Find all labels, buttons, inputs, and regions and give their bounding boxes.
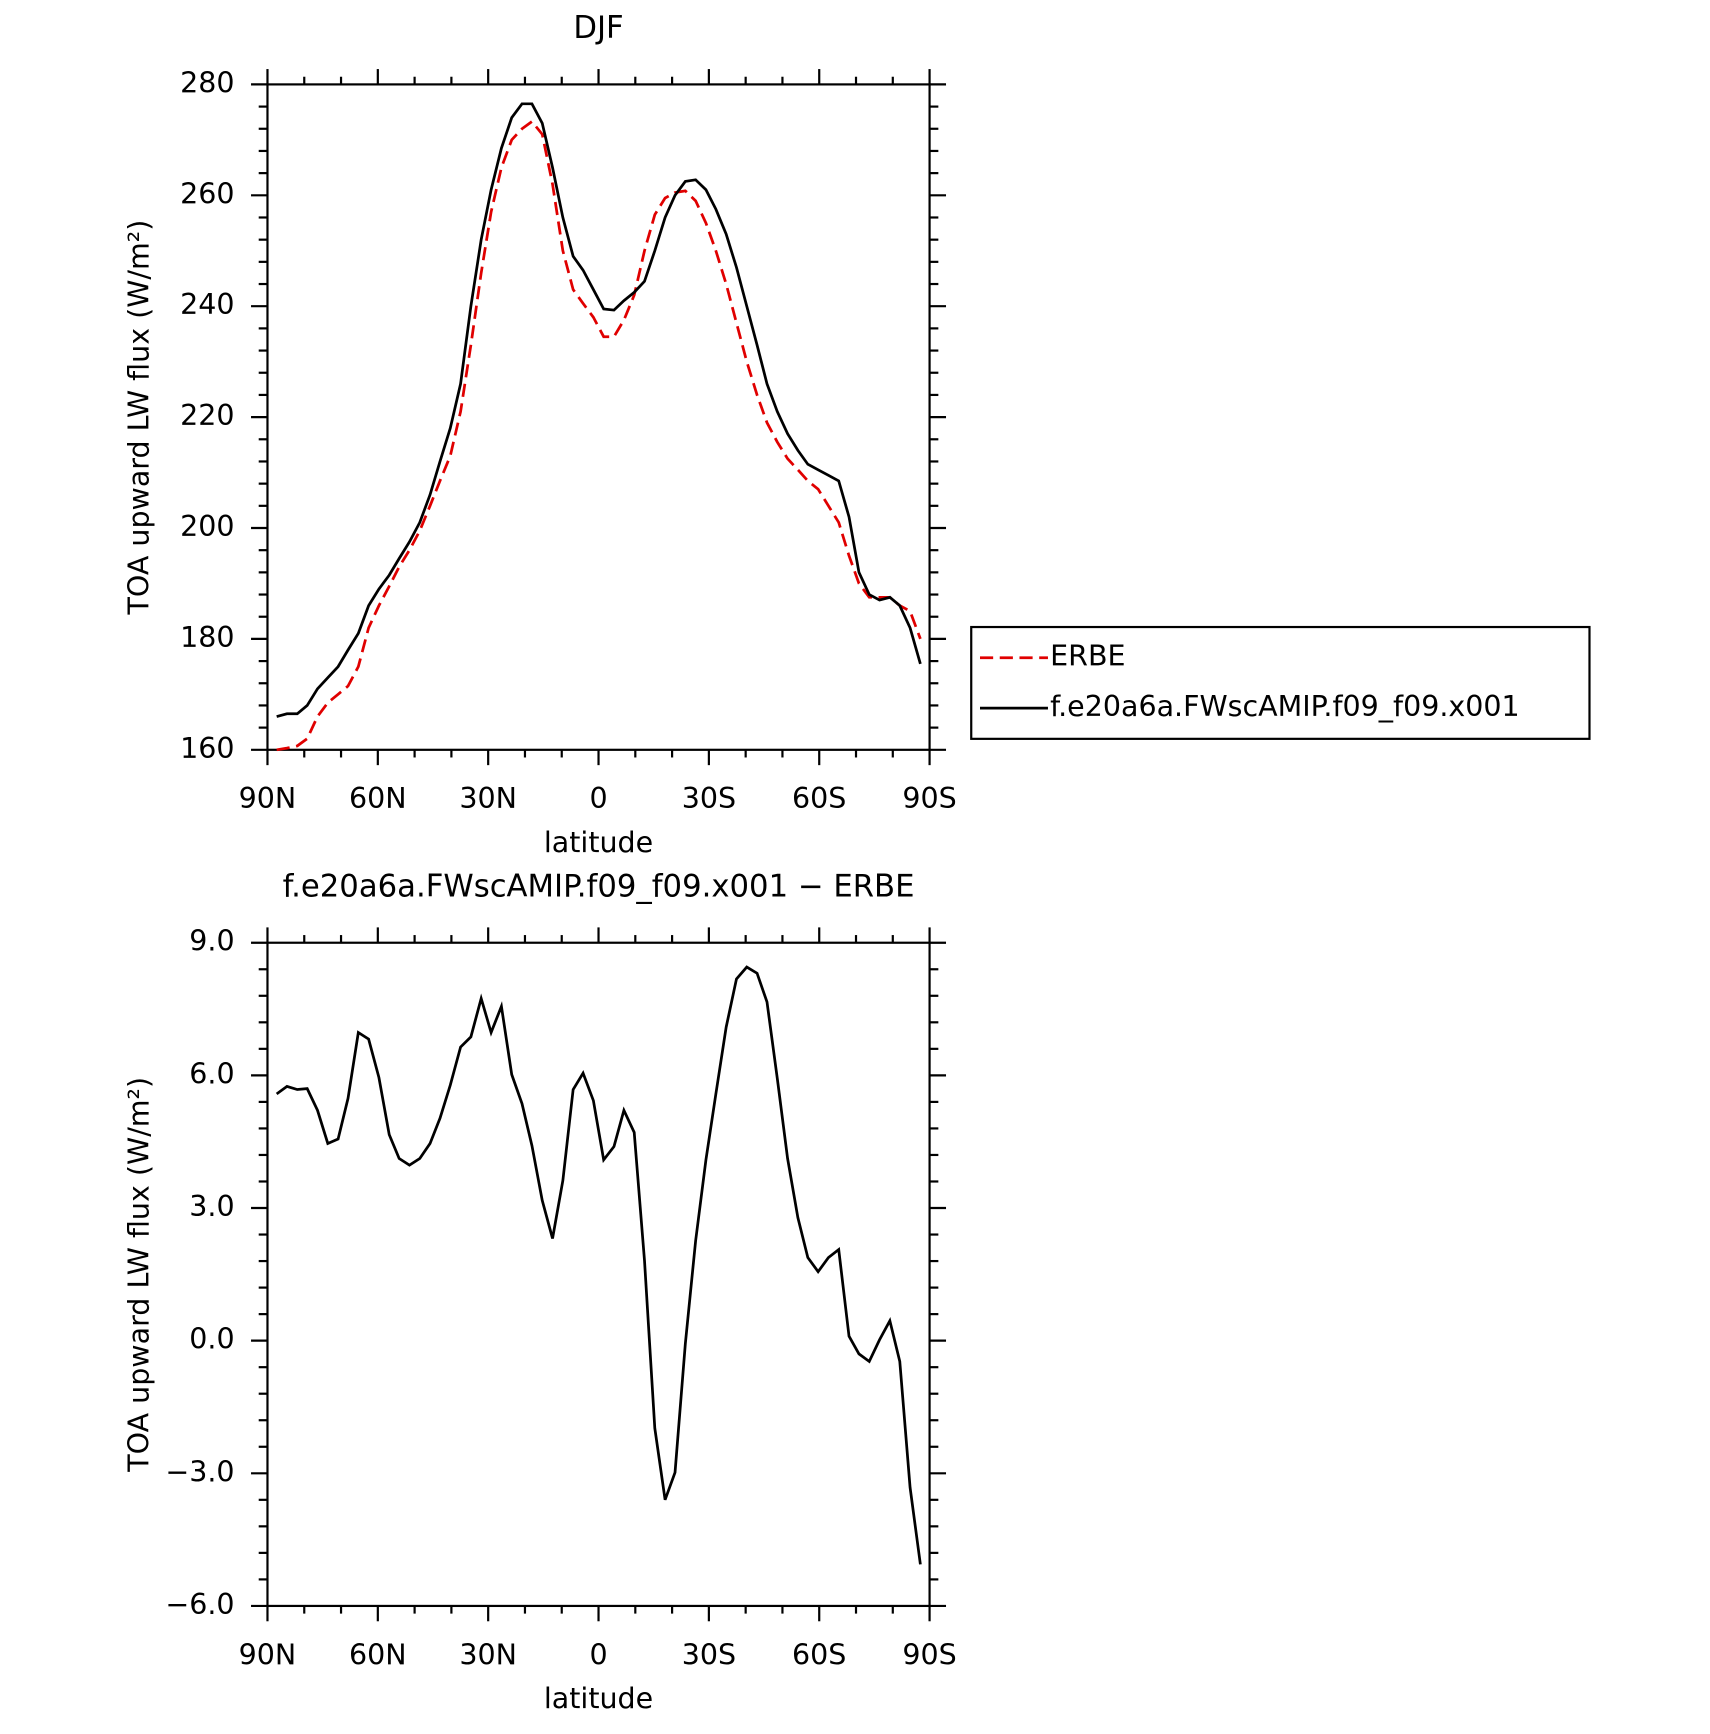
legend-box bbox=[970, 625, 1591, 740]
x-tick-label: 0 bbox=[589, 782, 607, 815]
chart-title: f.e20a6a.FWscAMIP.f09_f09.x001 − ERBE bbox=[283, 869, 915, 904]
x-tick-label: 30S bbox=[682, 1638, 736, 1671]
y-tick-label: 9.0 bbox=[189, 925, 234, 958]
x-tick-label: 60S bbox=[792, 782, 846, 815]
data-line bbox=[276, 119, 922, 752]
x-tick-label: 60N bbox=[349, 782, 407, 815]
y-tick-label: 200 bbox=[180, 510, 234, 543]
x-tick-label: 60S bbox=[792, 1638, 846, 1671]
x-tick-label: 90N bbox=[239, 782, 297, 815]
axes-frame bbox=[266, 941, 931, 1608]
data-line bbox=[275, 965, 922, 1565]
legend-label: ERBE bbox=[1050, 640, 1125, 673]
y-axis-label: TOA upward LW flux (W/m²) bbox=[122, 220, 155, 616]
y-tick-label: 240 bbox=[180, 288, 234, 321]
y-tick-label: −3.0 bbox=[165, 1455, 234, 1488]
x-tick-label: 90S bbox=[902, 782, 956, 815]
legend-label: f.e20a6a.FWscAMIP.f09_f09.x001 bbox=[1050, 690, 1520, 723]
x-axis-label: latitude bbox=[544, 826, 653, 859]
x-tick-label: 90S bbox=[902, 1638, 956, 1671]
y-tick-label: 220 bbox=[180, 399, 234, 432]
y-tick-label: 3.0 bbox=[189, 1190, 234, 1223]
y-axis-label: TOA upward LW flux (W/m²) bbox=[122, 1077, 155, 1473]
y-tick-label: −6.0 bbox=[165, 1588, 234, 1621]
plot-area: DJF latitude TOA upward LW flux (W/m²) 90N 6… bbox=[122, 11, 1591, 1715]
x-tick-label: 30N bbox=[459, 782, 517, 815]
y-tick-label: 260 bbox=[180, 177, 234, 210]
y-tick-label: 280 bbox=[180, 66, 234, 99]
data-line bbox=[276, 102, 922, 718]
x-axis-label: latitude bbox=[544, 1682, 653, 1715]
y-tick-label: 160 bbox=[180, 732, 234, 765]
y-tick-label: 180 bbox=[180, 621, 234, 654]
axes-frame bbox=[266, 83, 931, 751]
x-tick-label: 90N bbox=[239, 1638, 297, 1671]
y-tick-label: 6.0 bbox=[189, 1057, 234, 1090]
x-tick-label: 60N bbox=[349, 1638, 407, 1671]
x-tick-label: 30N bbox=[459, 1638, 517, 1671]
y-tick-label: 0.0 bbox=[189, 1323, 234, 1356]
x-tick-label: 0 bbox=[589, 1638, 607, 1671]
chart-title: DJF bbox=[573, 11, 623, 46]
x-tick-label: 30S bbox=[682, 782, 736, 815]
